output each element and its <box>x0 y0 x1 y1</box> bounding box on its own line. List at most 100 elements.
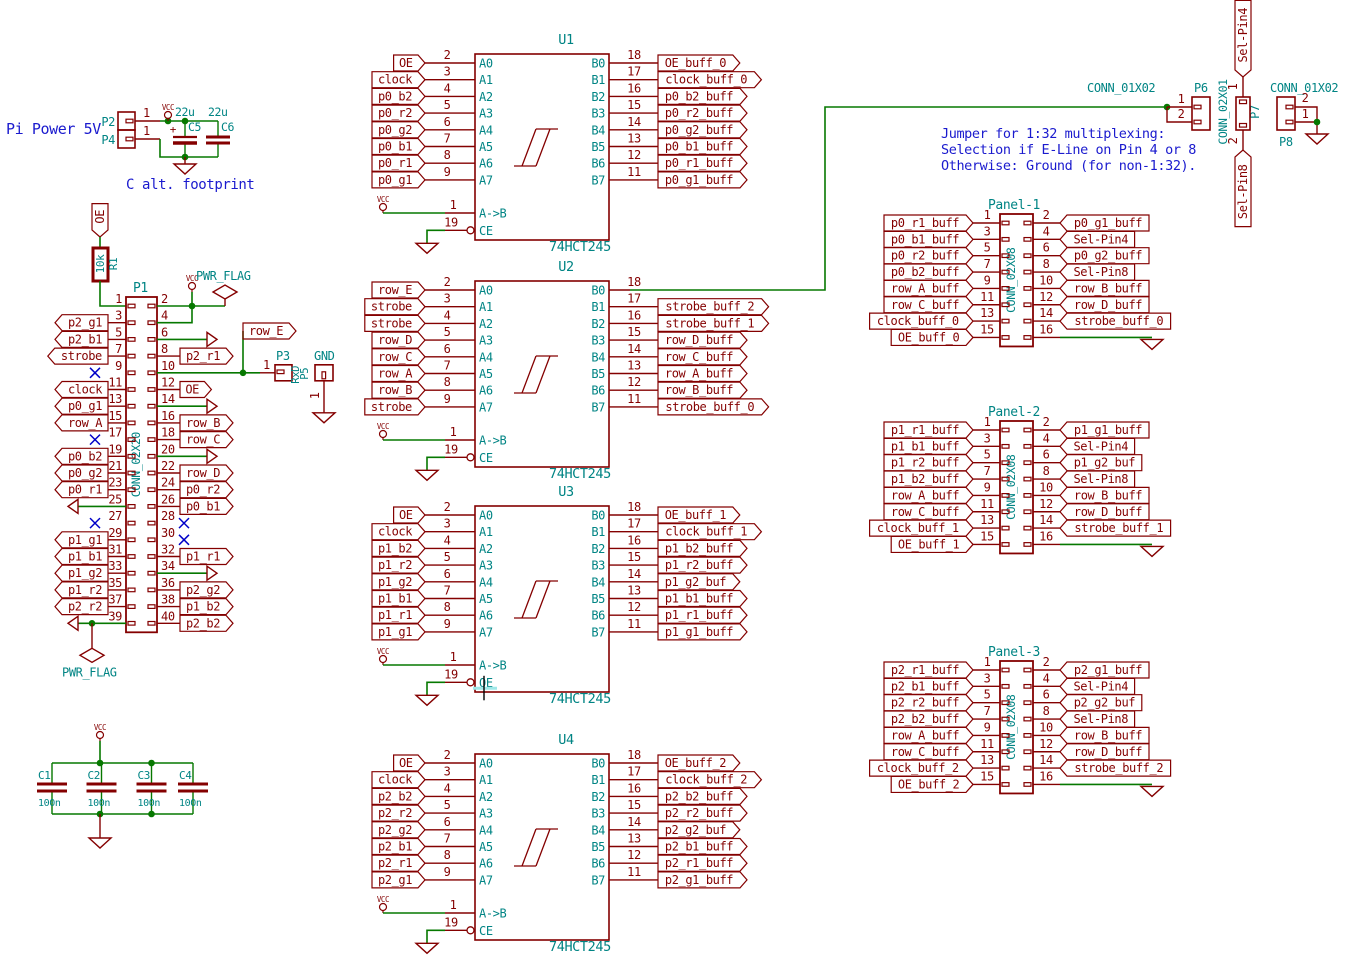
global-label-p0_g1[interactable]: p0_g1 <box>54 397 109 415</box>
global-label-OE_buff_2[interactable]: OE_buff_2 <box>657 754 741 772</box>
gnd-symbol[interactable] <box>66 614 79 632</box>
global-label-p1_b2[interactable]: p1_b2 <box>371 539 426 558</box>
global-label-p1_g1_buff[interactable]: p1_g1_buff <box>1059 421 1150 439</box>
global-label-p1_r1_buff[interactable]: p1_r1_buff <box>883 421 974 439</box>
global-label-clock[interactable]: clock <box>371 771 426 789</box>
vcc-symbol[interactable]: VCC <box>377 422 390 440</box>
global-label-p1_b1[interactable]: p1_b1 <box>54 547 109 566</box>
global-label-row_D_buff[interactable]: row_D_buff <box>1059 503 1150 521</box>
global-label-p0_g2_buff[interactable]: p0_g2_buff <box>1059 247 1150 265</box>
global-label-row_B[interactable]: row_B <box>371 381 426 399</box>
capacitor-c3[interactable]: C3 100n <box>136 763 167 814</box>
global-label-row_D_buff[interactable]: row_D_buff <box>657 331 748 349</box>
global-label-OE[interactable]: OE <box>393 54 426 72</box>
gnd-symbol[interactable] <box>87 837 113 849</box>
global-label-OE_buff_1[interactable]: OE_buff_1 <box>890 535 974 554</box>
buffer-u2[interactable]: U2 74HCT245 2 A0 3 A1 4 A2 5 A3 6 A4 7 A5 8 A6 9 A7 18 B0 17… <box>425 259 658 482</box>
pwr-flag-symbol[interactable]: PWR_FLAG <box>62 623 117 679</box>
global-label-Sel-Pin4[interactable]: Sel-Pin4 <box>1234 0 1252 78</box>
global-label-row_D_buff[interactable]: row_D_buff <box>1059 743 1150 761</box>
global-label-strobe[interactable]: strobe <box>364 314 426 332</box>
global-label-p1_b1[interactable]: p1_b1 <box>371 589 426 608</box>
global-label-p0_b2[interactable]: p0_b2 <box>54 447 109 465</box>
global-label-p1_r1[interactable]: p1_r1 <box>371 606 426 624</box>
global-label-p1_b2_buff[interactable]: p1_b2_buff <box>883 470 974 488</box>
global-label-p1_r2_buff[interactable]: p1_r2_buff <box>657 556 748 574</box>
global-label-p1_b2[interactable]: p1_b2 <box>179 597 234 616</box>
global-label-p1_r2[interactable]: p1_r2 <box>54 581 109 599</box>
buffer-u4[interactable]: U4 74HCT245 2 A0 3 A1 4 A2 5 A3 6 A4 7 A5 8 A6 9 A7 18 B0 17… <box>425 732 658 955</box>
global-label-Sel-Pin8[interactable]: Sel-Pin8 <box>1059 470 1136 488</box>
global-label-row_D[interactable]: row_D <box>179 464 234 482</box>
global-label-row_D[interactable]: row_D <box>371 331 426 349</box>
global-label-row_B_buff[interactable]: row_B_buff <box>1059 279 1150 297</box>
global-label-row_E[interactable]: row_E <box>371 281 426 299</box>
gnd-symbol[interactable] <box>414 694 440 707</box>
global-label-clock_buff_0[interactable]: clock_buff_0 <box>868 312 974 330</box>
global-label-OE_buff_2[interactable]: OE_buff_2 <box>890 775 974 794</box>
global-label-p2_b2_buff[interactable]: p2_b2_buff <box>883 710 974 728</box>
vcc-symbol[interactable]: VCC <box>186 274 199 292</box>
vcc-symbol[interactable]: VCC <box>94 723 107 741</box>
capacitor-c4[interactable]: C4 100n <box>178 763 208 814</box>
connector-p1[interactable]: P1CONN_02X201357911131517192123252729313… <box>89 281 190 634</box>
global-label-p2_r1_buff[interactable]: p2_r1_buff <box>657 854 748 872</box>
wire[interactable] <box>159 139 218 158</box>
vcc-symbol[interactable]: VCC <box>377 647 390 665</box>
connector-p7[interactable]: CONN_02X01 P7 1 2 <box>1216 77 1262 150</box>
global-label-p2_g2[interactable]: p2_g2 <box>179 581 234 599</box>
global-label-p2_r1[interactable]: p2_r1 <box>179 347 234 365</box>
gnd-symbol[interactable] <box>414 469 440 482</box>
global-label-row_D_buff[interactable]: row_D_buff <box>1059 296 1150 314</box>
global-label-p0_g2_buff[interactable]: p0_g2_buff <box>657 121 748 139</box>
global-label-clock_buff_0[interactable]: clock_buff_0 <box>657 71 763 89</box>
gnd-symbol[interactable] <box>311 412 337 424</box>
global-label-p1_r2_buff[interactable]: p1_r2_buff <box>883 454 974 472</box>
global-label-p0_r2_buff[interactable]: p0_r2_buff <box>657 104 748 122</box>
global-label-p1_r1_buff[interactable]: p1_r1_buff <box>657 606 748 624</box>
gnd-symbol[interactable] <box>66 498 79 515</box>
vcc-symbol[interactable]: VCC <box>377 895 390 913</box>
global-label-clock_buff_1[interactable]: clock_buff_1 <box>868 519 974 537</box>
global-label-p2_b2_buff[interactable]: p2_b2_buff <box>657 787 748 806</box>
global-label-p1_g1_buff[interactable]: p1_g1_buff <box>657 623 748 641</box>
connector-p2p4[interactable]: P2 P4 1 1 <box>101 106 160 149</box>
global-label-row_C_buff[interactable]: row_C_buff <box>883 503 974 521</box>
pin-stub[interactable] <box>1295 106 1318 122</box>
global-label-clock[interactable]: clock <box>54 380 109 399</box>
pwr-flag-symbol[interactable]: PWR_FLAG <box>196 269 251 306</box>
gnd-symbol[interactable] <box>1304 133 1330 145</box>
global-label-p0_g1_buff[interactable]: p0_g1_buff <box>1059 214 1150 232</box>
global-label-strobe_buff_0[interactable]: strobe_buff_0 <box>657 398 770 416</box>
global-label-p1_g2[interactable]: p1_g2 <box>371 573 426 591</box>
global-label-p2_b1[interactable]: p2_b1 <box>371 837 426 856</box>
global-label-strobe[interactable]: strobe <box>364 398 426 416</box>
gnd-symbol[interactable] <box>414 242 440 255</box>
gnd-symbol[interactable] <box>1139 338 1165 351</box>
global-label-p0_r1_buff[interactable]: p0_r1_buff <box>657 154 748 172</box>
wire[interactable] <box>99 281 126 307</box>
vcc-symbol[interactable]: VCC <box>377 195 390 213</box>
global-label-p2_r1[interactable]: p2_r1 <box>371 854 426 872</box>
global-label-p2_r2[interactable]: p2_r2 <box>54 597 109 616</box>
global-label-clock[interactable]: clock <box>371 523 426 541</box>
global-label-row_A[interactable]: row_A <box>54 414 109 432</box>
global-label-OE[interactable]: OE <box>91 203 109 238</box>
buffer-u1[interactable]: U1 74HCT245 2 A0 3 A1 4 A2 5 A3 6 A4 7 A5 8 A6 9 A7 18 B0 17… <box>425 32 658 255</box>
global-label-row_B[interactable]: row_B <box>179 414 234 432</box>
global-label-OE_buff_1[interactable]: OE_buff_1 <box>657 506 741 524</box>
global-label-p2_r1_buff[interactable]: p2_r1_buff <box>883 661 974 679</box>
global-label-p2_b2[interactable]: p2_b2 <box>371 787 426 806</box>
connector-p6[interactable]: CONN_01X02 P6 12 <box>1087 81 1211 131</box>
wire[interactable] <box>157 306 193 324</box>
gnd-symbol[interactable] <box>206 564 219 582</box>
global-label-p0_b1[interactable]: p0_b1 <box>179 497 234 516</box>
global-label-p0_r2[interactable]: p0_r2 <box>371 104 426 122</box>
global-label-p0_g2[interactable]: p0_g2 <box>54 464 109 482</box>
global-label-clock_buff_2[interactable]: clock_buff_2 <box>657 771 763 789</box>
global-label-strobe_buff_2[interactable]: strobe_buff_2 <box>657 298 770 316</box>
